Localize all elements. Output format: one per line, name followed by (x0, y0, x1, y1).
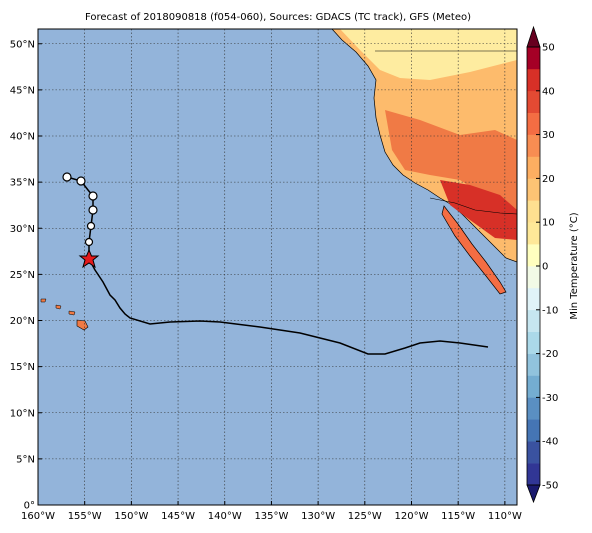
colorbar-tick-label: -20 (542, 349, 558, 360)
x-tick-label: 130°W (301, 511, 335, 522)
colorbar-tick-label: -30 (542, 393, 558, 404)
colorbar-bin (527, 331, 540, 354)
colorbar: -50 -40 -30 -20 -10 0 10 20 30 40 50 Min Temperatur… (526, 25, 580, 504)
colorbar-bin (527, 397, 540, 420)
colorbar-extend-bottom (526, 484, 541, 504)
y-tick-label: 35°N (10, 178, 35, 189)
hawaii-big (76, 319, 89, 331)
map-title: Forecast of 2018090818 (f054-060), Sourc… (85, 12, 471, 23)
colorbar-bin (527, 266, 540, 289)
track-point (86, 221, 96, 231)
y-tick-label: 40°N (10, 132, 35, 143)
colorbar-tick-label: 10 (542, 218, 555, 229)
colorbar-tick-label: 40 (542, 86, 555, 97)
hawaii-oahu (55, 304, 62, 310)
tc-track (62, 172, 489, 355)
track-point (84, 237, 94, 247)
y-tick-label: 5°N (16, 454, 35, 465)
x-tick-label: 110°W (488, 511, 522, 522)
y-tick-label: 15°N (10, 362, 35, 373)
y-tick-label: 30°N (10, 224, 35, 235)
x-tick-label: 125°W (348, 511, 382, 522)
track-line (66, 176, 489, 355)
y-tick-label: 0° (24, 501, 35, 512)
y-tick-label: 25°N (10, 270, 35, 281)
track-point (88, 205, 98, 215)
colorbar-extend-top (526, 25, 541, 48)
colorbar-bin (527, 353, 540, 376)
colorbar-tick-label: 30 (542, 130, 555, 141)
x-tick-label: 145°W (161, 511, 195, 522)
colorbar-bin (527, 47, 540, 70)
colorbar-tick-label: 50 (542, 43, 555, 54)
colorbar-bin (527, 200, 540, 223)
y-tick-label: 45°N (10, 85, 35, 96)
colorbar-bin (527, 463, 540, 486)
x-tick-label: 135°W (254, 511, 288, 522)
hawaii-maui (68, 310, 76, 316)
colorbar-tick-label: -40 (542, 437, 558, 448)
colorbar-bin (527, 156, 540, 179)
track-point (88, 191, 98, 201)
hawaii-kauai (40, 298, 47, 303)
colorbar-bin (527, 309, 540, 332)
x-tick-label: 115°W (441, 511, 475, 522)
x-tick-label: 150°W (114, 511, 148, 522)
y-tick-label: 50°N (10, 39, 35, 50)
colorbar-bin (527, 178, 540, 201)
colorbar-bin (527, 287, 540, 311)
track-point (62, 172, 72, 182)
colorbar-bin (527, 90, 540, 113)
hot-zone (440, 180, 517, 240)
x-tick-label: 155°W (68, 511, 102, 522)
colorbar-bin (527, 112, 540, 135)
x-tick-label: 120°W (394, 511, 428, 522)
colorbar-label: Min Temperature (°C) (569, 212, 580, 319)
colorbar-bin (527, 375, 540, 398)
colorbar-bin (527, 441, 540, 464)
north-cool-zone (340, 29, 517, 80)
y-tick-label: 20°N (10, 316, 35, 327)
colorbar-tick-label: -50 (542, 481, 558, 492)
x-tick-label: 140°W (208, 511, 242, 522)
colorbar-bin (527, 134, 540, 157)
colorbar-bin (527, 222, 540, 245)
colorbar-tick-label: -10 (542, 305, 558, 316)
plot-frame (37, 28, 518, 506)
colorbar-tick-label: 20 (542, 174, 555, 185)
colorbar-bin (527, 68, 540, 92)
colorbar-tick-label: 0 (542, 262, 548, 273)
colorbar-bin (527, 419, 540, 442)
colorbar-bin (527, 244, 540, 267)
x-tick-label: 160°W (21, 511, 55, 522)
border (429, 197, 517, 215)
y-tick-label: 10°N (10, 408, 35, 419)
track-point (76, 176, 86, 186)
current-position (78, 248, 100, 269)
